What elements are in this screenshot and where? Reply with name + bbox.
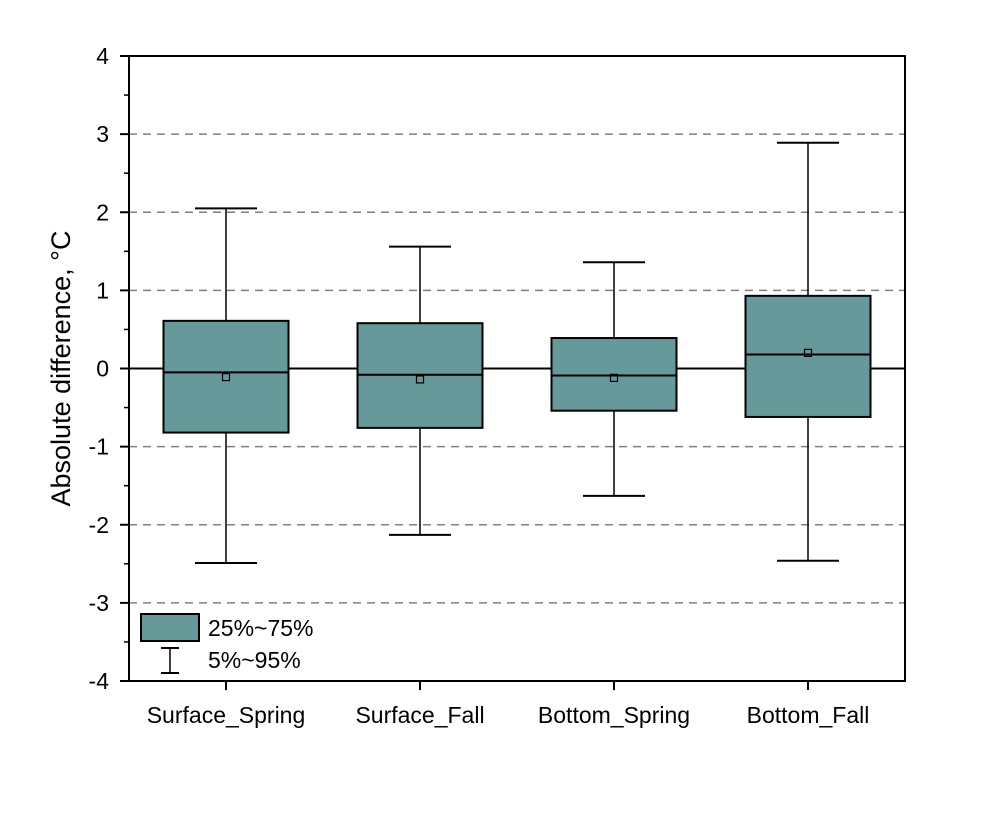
box-group [744, 141, 872, 562]
y-tick-label: 0 [96, 356, 109, 382]
x-tick-label: Surface_Spring [147, 702, 306, 728]
iqr-box [162, 319, 290, 434]
x-tick-label: Bottom_Fall [747, 702, 870, 728]
axis-layer: -4 -3 -2 -1 0 1 2 3 4 Surface_Spring Surface_Fall B… [89, 43, 870, 728]
mean-marker [803, 348, 813, 357]
y-tick-label: -2 [89, 512, 109, 538]
x-tick-label: Surface_Fall [355, 702, 484, 728]
mean-marker [609, 373, 619, 382]
legend-box-symbol [140, 613, 200, 642]
y-tick-label: -1 [89, 434, 109, 460]
x-tick-label: Bottom_Spring [538, 702, 690, 728]
legend: 25%~75% 5%~95% [140, 613, 314, 674]
y-tick-label: 4 [96, 43, 109, 69]
legend-label: 5%~95% [208, 647, 301, 673]
box-layer [162, 141, 872, 565]
box-group [550, 261, 678, 497]
box-group [356, 245, 484, 536]
mean-marker [415, 375, 425, 384]
legend-label: 25%~75% [208, 615, 314, 641]
y-tick-label: -3 [89, 590, 109, 616]
box-group [162, 207, 290, 565]
y-tick-label: 3 [96, 121, 109, 147]
mean-marker [221, 372, 231, 382]
y-tick-label: -4 [89, 668, 110, 694]
y-axis-label: Absolute difference, °C [46, 231, 76, 507]
y-tick-label: 1 [96, 277, 109, 303]
y-tick-label: 2 [96, 199, 109, 225]
